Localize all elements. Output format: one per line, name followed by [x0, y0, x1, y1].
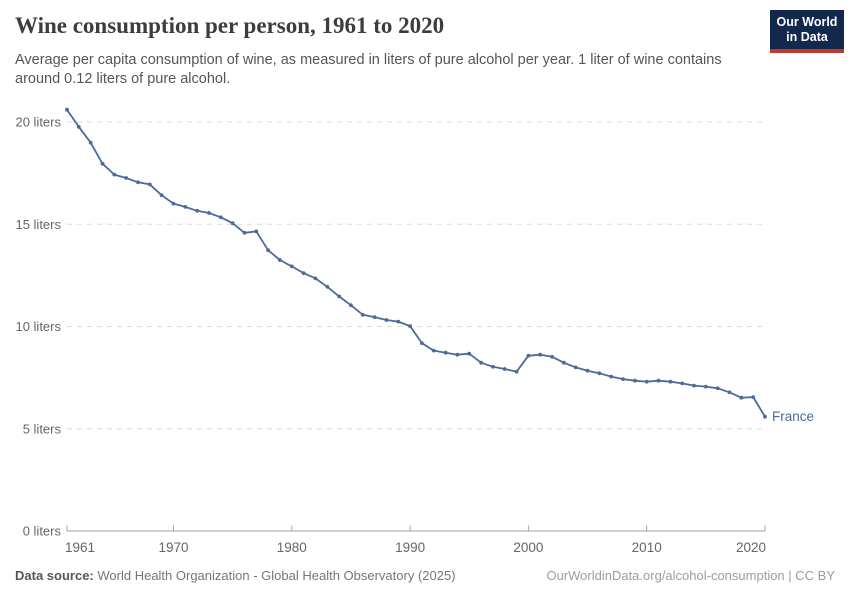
data-point[interactable] [325, 284, 330, 289]
data-point[interactable] [467, 351, 472, 356]
data-point[interactable] [455, 352, 460, 357]
y-tick-label: 20 liters [15, 115, 61, 130]
logo-line2: in Data [786, 29, 828, 44]
data-point[interactable] [195, 208, 200, 213]
y-tick-label: 15 liters [15, 217, 61, 232]
data-point[interactable] [171, 201, 176, 206]
data-point[interactable] [668, 379, 673, 384]
data-point[interactable] [384, 318, 389, 322]
data-point[interactable] [550, 354, 554, 359]
data-point[interactable] [360, 312, 365, 317]
data-point[interactable] [88, 140, 93, 145]
data-source-label: Data source: [15, 568, 94, 583]
data-point[interactable] [124, 176, 129, 180]
data-point[interactable] [207, 211, 211, 215]
x-tick-label: 1961 [65, 540, 95, 555]
x-tick-label: 1970 [158, 540, 188, 555]
logo-line1: Our World [776, 14, 838, 29]
data-source: Data source: World Health Organization -… [15, 568, 456, 583]
data-point[interactable] [621, 377, 625, 381]
x-tick-label: 2020 [736, 540, 766, 555]
data-point[interactable] [313, 276, 318, 281]
data-point[interactable] [301, 271, 306, 275]
data-point[interactable] [242, 230, 247, 235]
data-point[interactable] [526, 353, 531, 358]
data-point[interactable] [644, 379, 649, 384]
data-point[interactable] [230, 221, 235, 226]
data-point[interactable] [514, 369, 519, 374]
data-point[interactable] [372, 315, 377, 319]
chart-footer: Data source: World Health Organization -… [15, 568, 835, 583]
chart-subtitle: Average per capita consumption of wine, … [15, 52, 722, 87]
data-point[interactable] [218, 215, 223, 220]
data-point[interactable] [597, 371, 602, 376]
owid-link[interactable]: OurWorldinData.org/alcohol-consumption |… [546, 568, 835, 583]
data-point[interactable] [751, 395, 756, 399]
data-point[interactable] [443, 350, 448, 355]
data-point[interactable] [633, 378, 637, 383]
data-point[interactable] [703, 384, 708, 389]
data-point[interactable] [337, 294, 341, 299]
data-point[interactable] [562, 360, 566, 365]
data-point[interactable] [763, 414, 767, 419]
data-point[interactable] [538, 352, 543, 357]
data-point[interactable] [680, 381, 685, 386]
y-tick-label: 5 liters [23, 421, 62, 436]
data-point[interactable] [656, 378, 661, 383]
data-point[interactable] [112, 172, 117, 177]
data-point[interactable] [408, 324, 412, 328]
data-point[interactable] [739, 395, 744, 400]
data-point[interactable] [266, 248, 270, 253]
y-tick-label: 10 liters [15, 319, 61, 334]
data-point[interactable] [65, 107, 69, 112]
data-point[interactable] [491, 364, 495, 369]
data-point[interactable] [715, 386, 720, 391]
data-point[interactable] [147, 182, 152, 187]
x-tick-label: 1990 [395, 540, 425, 555]
data-point[interactable] [136, 180, 140, 185]
data-point[interactable] [727, 390, 732, 395]
data-point[interactable] [159, 193, 164, 198]
data-point[interactable] [100, 161, 105, 166]
data-point[interactable] [76, 125, 81, 129]
chart-title: Wine consumption per person, 1961 to 202… [15, 13, 445, 38]
series-label-france[interactable]: France [772, 409, 814, 424]
x-tick-label: 2000 [513, 540, 543, 555]
y-tick-label: 0 liters [23, 524, 62, 539]
data-point[interactable] [479, 360, 483, 365]
x-tick-label: 1980 [277, 540, 307, 555]
data-point[interactable] [278, 258, 282, 262]
data-point[interactable] [431, 348, 436, 353]
owid-logo[interactable]: Our World in Data [770, 10, 844, 53]
data-point[interactable] [420, 341, 424, 345]
data-point[interactable] [502, 367, 507, 371]
data-source-text: World Health Organization - Global Healt… [97, 568, 456, 583]
data-point[interactable] [183, 205, 188, 209]
line-series-france[interactable] [66, 108, 766, 418]
data-point[interactable] [609, 374, 614, 379]
data-point[interactable] [254, 229, 259, 234]
x-tick-label: 2010 [632, 540, 662, 555]
data-point[interactable] [585, 368, 590, 373]
data-point[interactable] [573, 365, 578, 370]
data-point[interactable] [289, 264, 294, 269]
data-point[interactable] [349, 303, 353, 308]
data-point[interactable] [396, 319, 401, 324]
data-point[interactable] [692, 383, 696, 388]
